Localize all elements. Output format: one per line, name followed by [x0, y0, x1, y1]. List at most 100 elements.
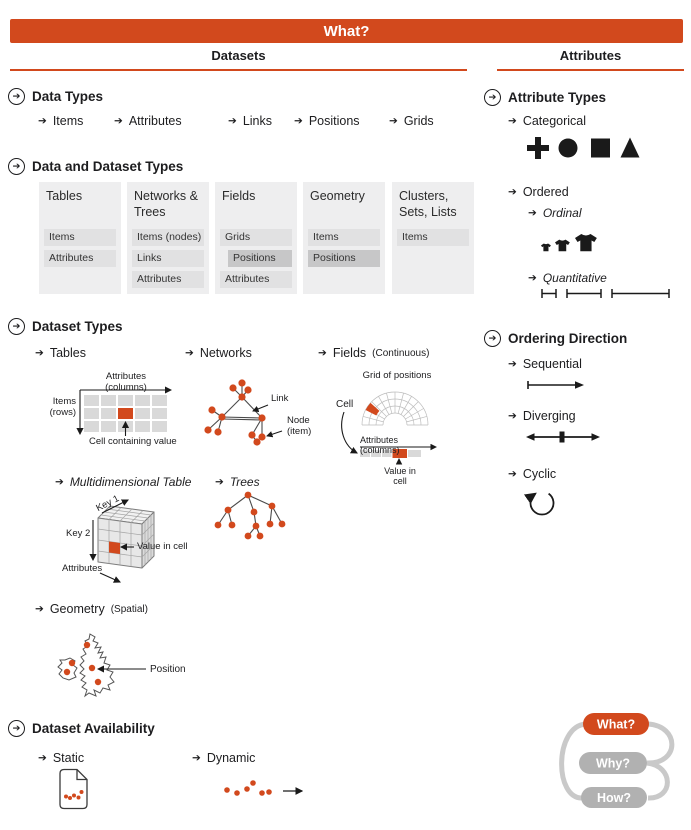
arrow-icon: ➔	[228, 114, 237, 127]
section-dataset-availability: ➔ Dataset Availability	[8, 720, 155, 737]
arrow-icon: ➔	[55, 475, 64, 488]
dataset-type-multidimensional: ➔ Multidimensional Table	[55, 475, 192, 489]
attribute-ordinal: ➔ Ordinal	[528, 206, 582, 220]
dataset-type-networks: ➔ Networks	[185, 346, 252, 360]
arrow-icon: ➔	[35, 602, 44, 615]
arrow-icon: ➔	[508, 185, 517, 198]
attributes-rule	[497, 69, 684, 71]
ordering-sequential: ➔ Sequential	[508, 357, 582, 371]
tshirt-large-icon	[575, 234, 597, 252]
fields-attributes-label: Attributes (columns)	[360, 435, 400, 456]
arrow-icon: ➔	[528, 206, 537, 219]
dataset-column-geometry: Geometry Items Positions	[303, 182, 385, 294]
tree-edges	[217, 494, 283, 537]
section-dataset-types: ➔ Dataset Types	[8, 318, 123, 335]
data-type-positions: ➔ Positions	[294, 114, 360, 128]
cube-key2-label: Key 2	[66, 528, 91, 539]
section-data-and-dataset-types: ➔ Data and Dataset Types	[8, 158, 183, 175]
dataset-type-tables: ➔ Tables	[35, 346, 86, 360]
datasets-rule	[10, 69, 467, 71]
arrow-icon: ➔	[389, 114, 398, 127]
data-type-attributes: ➔ Attributes	[114, 114, 182, 128]
section-attribute-types: ➔ Attribute Types	[484, 89, 606, 106]
tshirt-medium-icon	[555, 239, 570, 252]
tables-cell-label: Cell containing value	[89, 436, 177, 447]
dataset-type-trees: ➔ Trees	[215, 475, 260, 489]
sequential-arrow-icon	[527, 381, 584, 389]
fields-value-label: Value in cell	[384, 466, 416, 487]
data-type-grids: ➔ Grids	[389, 114, 434, 128]
arrow-icon: ➔	[508, 409, 517, 422]
how-pill[interactable]	[581, 787, 647, 808]
title-bar: What?	[10, 19, 683, 43]
attributes-column-header: Attributes	[559, 48, 622, 63]
cyclic-arrow-icon	[523, 492, 555, 516]
table-row: Items (nodes)	[132, 229, 204, 246]
ordering-diverging: ➔ Diverging	[508, 409, 576, 423]
arrow-icon: ➔	[318, 346, 327, 359]
tree-diagram	[214, 491, 286, 540]
tree-nodes	[214, 491, 286, 540]
tables-attributes-label: Attributes (columns)	[105, 371, 147, 393]
table-row-highlight: Positions	[228, 250, 292, 267]
how-pill-label[interactable]: How?	[597, 791, 631, 805]
dataset-type-geometry: ➔ Geometry (Spatial)	[35, 602, 148, 616]
square-icon	[591, 138, 610, 158]
attribute-quantitative: ➔ Quantitative	[528, 271, 607, 285]
circled-arrow-icon: ➔	[484, 330, 501, 347]
network-nodes	[204, 379, 266, 446]
circle-icon	[558, 138, 578, 158]
dataset-column-tables: Tables Items Attributes	[39, 182, 121, 294]
table-row-highlight: Positions	[308, 250, 380, 267]
arrow-icon: ➔	[528, 271, 537, 284]
categorical-shapes-icon	[527, 137, 640, 159]
what-pill-label[interactable]: What?	[597, 718, 635, 732]
tshirt-small-icon	[541, 243, 551, 252]
section-data-types: ➔ Data Types	[8, 88, 103, 105]
page-title: What?	[323, 22, 370, 40]
arrow-icon: ➔	[508, 467, 517, 480]
static-file-icon	[59, 768, 88, 810]
table-row: Items	[44, 229, 116, 246]
arrow-icon: ➔	[508, 114, 517, 127]
data-type-links: ➔ Links	[228, 114, 272, 128]
table-cells	[84, 395, 167, 432]
why-pill-label[interactable]: Why?	[596, 757, 630, 771]
section-ordering-direction: ➔ Ordering Direction	[484, 330, 627, 347]
arrow-icon: ➔	[294, 114, 303, 127]
multidimensional-cube-diagram	[89, 499, 155, 583]
cube-faces	[97, 505, 155, 569]
plus-icon	[527, 137, 549, 159]
dynamic-dots	[224, 780, 272, 796]
circled-arrow-icon: ➔	[8, 158, 25, 175]
why-pill[interactable]	[579, 752, 647, 774]
cube-value-label: Value in cell	[137, 541, 188, 552]
network-diagram	[204, 379, 283, 446]
fields-cell-row	[360, 449, 421, 458]
table-row: Attributes	[44, 250, 116, 267]
arrow-icon: ➔	[38, 114, 47, 127]
datasets-column-header: Datasets	[211, 48, 266, 63]
tables-items-label: Items (rows)	[49, 396, 76, 418]
value-cell	[392, 449, 407, 458]
grid-of-positions	[361, 391, 429, 426]
circled-arrow-icon: ➔	[8, 88, 25, 105]
tables-grid-diagram	[76, 386, 173, 436]
attribute-ordered: ➔ Ordered	[508, 185, 569, 199]
table-row: Items	[397, 229, 469, 246]
ordering-cyclic: ➔ Cyclic	[508, 467, 557, 481]
availability-dynamic: ➔ Dynamic	[192, 751, 256, 765]
network-node-label: Node (item)	[287, 415, 312, 437]
triangle-icon	[620, 137, 640, 158]
circled-arrow-icon: ➔	[8, 318, 25, 335]
dataset-column-fields: Fields Grids Positions Attributes	[215, 182, 297, 294]
dynamic-stream-icon	[224, 780, 304, 796]
what-pill[interactable]	[583, 713, 649, 735]
arrow-icon: ➔	[38, 751, 47, 764]
dataset-column-clusters: Clusters, Sets, Lists Items	[392, 182, 474, 294]
arrow-icon: ➔	[114, 114, 123, 127]
circled-arrow-icon: ➔	[484, 89, 501, 106]
quantitative-lengths-icon	[541, 289, 670, 298]
table-row: Items	[308, 229, 380, 246]
